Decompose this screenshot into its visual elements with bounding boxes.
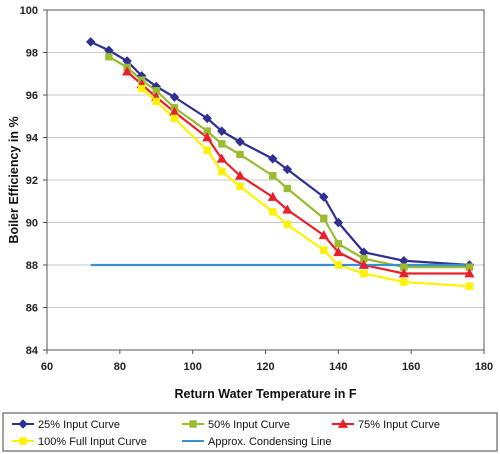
legend-item: 50% Input Curve [182, 419, 290, 431]
series-4-point [269, 208, 277, 216]
series-3-line [126, 70, 470, 275]
legend-item: 100% Full Input Curve [12, 436, 147, 448]
legend-swatch-marker [18, 419, 28, 429]
x-tick-label: 160 [402, 361, 420, 373]
series-group [90, 40, 470, 288]
series-2-point [105, 53, 113, 61]
y-tick-label: 96 [26, 90, 38, 102]
series-1-point [202, 113, 212, 124]
x-tick-label: 180 [475, 361, 493, 373]
x-tick-label: 80 [114, 361, 126, 373]
y-tick-label: 88 [26, 260, 38, 272]
series-3-point [122, 66, 133, 76]
series-3-point [267, 191, 278, 201]
series-1-point [217, 126, 227, 136]
y-tick-label: 98 [26, 48, 38, 60]
x-tick-label: 120 [256, 361, 274, 373]
markers-group [85, 37, 475, 290]
series-1-line [90, 40, 470, 267]
series-4-point [170, 114, 179, 123]
legend-swatch-marker [19, 437, 27, 445]
series-1-point [268, 154, 278, 164]
legend-swatch-marker [337, 418, 349, 428]
legend-item: Approx. Condensing Line [182, 436, 332, 448]
legend-label: 25% Input Curve [38, 419, 120, 431]
legend-label: 50% Input Curve [208, 419, 290, 431]
series-4-point [137, 84, 146, 93]
x-tick-label: 140 [329, 361, 347, 373]
series-4-point [236, 182, 244, 191]
series-3-point [216, 153, 227, 163]
series-4-point [152, 97, 160, 106]
series-1-point [169, 92, 180, 102]
series-4-point [400, 278, 408, 286]
series-1-point [235, 137, 245, 147]
legend-label: 75% Input Curve [358, 419, 440, 431]
series-3-point [398, 268, 409, 278]
series-4-point [283, 220, 292, 229]
y-tick-label: 94 [26, 133, 39, 145]
series-1-point [319, 192, 329, 202]
series-2-point [334, 240, 343, 248]
series-2-point [269, 172, 277, 180]
series-4-point [218, 167, 226, 176]
y-tick-label: 92 [26, 175, 38, 187]
series-1-point [85, 37, 96, 47]
series-4-point [465, 282, 474, 290]
x-tick-label: 100 [183, 361, 201, 373]
series-2-point [236, 150, 244, 159]
tick-labels: 84 86 88 90 92 94 96 98 100 60 80 100 120 140 160 180 [20, 5, 494, 373]
series-2-point [283, 184, 292, 193]
legend-box [2, 412, 498, 452]
series-3-point [464, 268, 475, 278]
y-tick-label: 86 [26, 303, 38, 315]
y-tick-label: 84 [26, 345, 39, 357]
series-4-point [320, 246, 328, 254]
x-tick-label: 60 [41, 361, 53, 373]
series-2-point [320, 214, 328, 222]
series-4-point [334, 261, 343, 269]
series-4-point [360, 269, 368, 278]
legend-swatch-marker [189, 420, 197, 428]
series-3-point [358, 259, 369, 269]
series-1-point [282, 164, 293, 175]
series-3-point [282, 204, 293, 214]
y-tick-label: 100 [20, 5, 38, 17]
series-3-point [234, 170, 246, 180]
series-1-point [333, 217, 344, 228]
legend-label: 100% Full Input Curve [38, 436, 147, 448]
legend-item: 25% Input Curve [12, 419, 120, 431]
series-3-point [202, 132, 213, 142]
y-axis-title: Boiler Efficiency in % [7, 116, 21, 243]
series-3-point [318, 230, 329, 240]
x-axis-title: Return Water Temperature in F [175, 387, 357, 401]
legend: 25% Input Curve 50% Input Curve 75% Input … [2, 412, 498, 452]
series-4-point [203, 146, 211, 154]
series-2-line [108, 55, 470, 269]
series-3-point [333, 247, 344, 257]
legend-label: Approx. Condensing Line [208, 436, 332, 448]
y-tick-label: 90 [26, 218, 38, 230]
axes [43, 9, 485, 354]
legend-item: 75% Input Curve [332, 418, 440, 431]
series-2-point [218, 140, 226, 148]
